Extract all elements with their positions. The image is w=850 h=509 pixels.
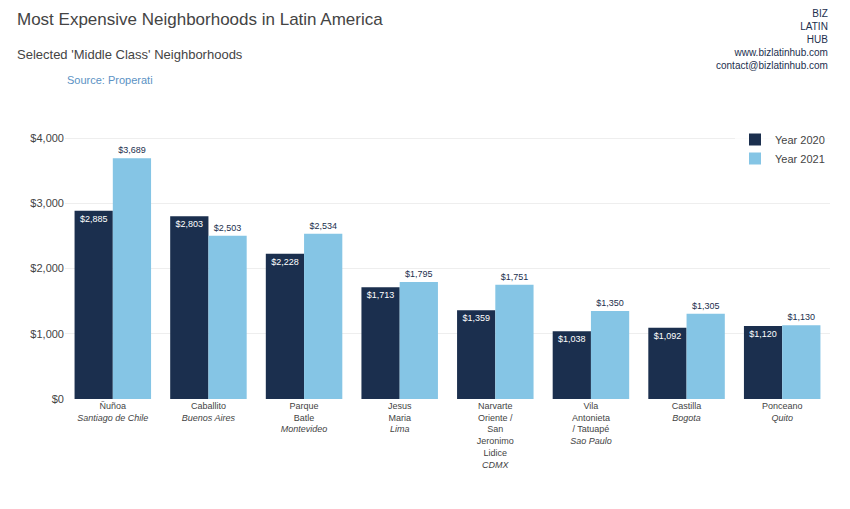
svg-text:$2,228: $2,228 [271, 257, 299, 267]
svg-text:Year 2021: Year 2021 [775, 153, 825, 165]
svg-text:ÑuñoaSantiago de Chile: ÑuñoaSantiago de Chile [77, 401, 148, 423]
svg-text:PonceanoQuito: PonceanoQuito [762, 401, 803, 423]
svg-text:$1,130: $1,130 [788, 312, 816, 322]
svg-text:$3,689: $3,689 [118, 145, 146, 155]
svg-text:BIZLATINHUBwww.bizlatinhub.com: BIZLATINHUBwww.bizlatinhub.comcontact@bi… [716, 8, 828, 71]
svg-text:$1,751: $1,751 [501, 272, 529, 282]
svg-text:$0: $0 [52, 393, 64, 405]
svg-text:$1,092: $1,092 [654, 331, 682, 341]
svg-text:$2,803: $2,803 [176, 219, 204, 229]
svg-text:Most Expensive Neighborhoods i: Most Expensive Neighborhoods in Latin Am… [17, 10, 383, 29]
svg-text:$1,038: $1,038 [558, 334, 586, 344]
svg-text:$4,000: $4,000 [30, 132, 64, 144]
svg-text:Selected 'Middle Class' Neighb: Selected 'Middle Class' Neighborhoods [17, 47, 243, 62]
svg-text:NarvarteOriente /SanJeronimoLi: NarvarteOriente /SanJeronimoLidiceCDMX [477, 401, 514, 470]
svg-text:$2,534: $2,534 [309, 221, 337, 231]
svg-text:$1,795: $1,795 [405, 269, 433, 279]
svg-text:CaballitoBuenos Aires: CaballitoBuenos Aires [182, 401, 236, 423]
svg-text:$1,120: $1,120 [749, 329, 777, 339]
svg-text:$3,000: $3,000 [30, 197, 64, 209]
svg-text:Source: Properati: Source: Properati [67, 74, 153, 86]
svg-text:$1,713: $1,713 [367, 290, 395, 300]
svg-text:$2,000: $2,000 [30, 262, 64, 274]
svg-text:$1,350: $1,350 [596, 298, 624, 308]
svg-text:$1,359: $1,359 [462, 313, 490, 323]
svg-text:ParqueBatleMontevideo: ParqueBatleMontevideo [281, 401, 328, 434]
svg-text:$2,503: $2,503 [214, 223, 242, 233]
svg-text:VilaAntonieta/ TatuapéSao Paul: VilaAntonieta/ TatuapéSao Paulo [570, 401, 612, 446]
svg-text:$1,305: $1,305 [692, 301, 720, 311]
svg-text:Year 2020: Year 2020 [775, 134, 825, 146]
svg-text:JesusMariaLima: JesusMariaLima [388, 401, 412, 434]
svg-text:CastillaBogota: CastillaBogota [672, 401, 702, 423]
svg-text:$1,000: $1,000 [30, 328, 64, 340]
svg-text:$2,885: $2,885 [80, 214, 108, 224]
